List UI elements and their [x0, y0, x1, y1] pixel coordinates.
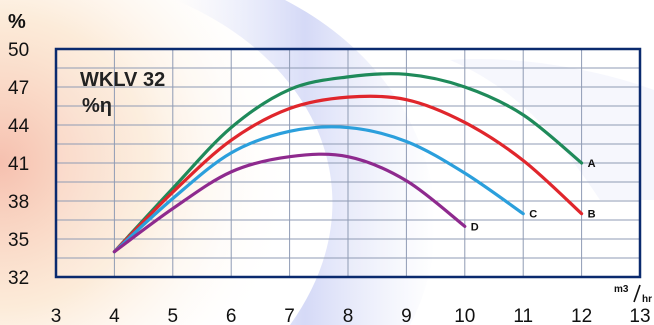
y-tick-label: 41 — [8, 154, 29, 175]
x-unit-numerator: m3 — [614, 284, 629, 295]
x-unit-slash — [633, 284, 641, 303]
x-axis-ticks: 3 4 5 6 7 8 9 10 11 12 13 — [51, 306, 651, 325]
series-label-b: B — [588, 209, 596, 221]
x-tick-label: 10 — [454, 306, 475, 325]
x-tick-label: 13 — [629, 306, 650, 325]
x-axis-unit: m3 hr — [614, 284, 652, 305]
plot-frame — [54, 47, 642, 279]
y-axis-label: % — [8, 11, 26, 33]
series-line-a — [112, 72, 584, 254]
chart-title: WKLV 32 — [80, 69, 165, 91]
series-label-c: C — [529, 209, 537, 221]
x-tick-label: 6 — [226, 306, 237, 325]
y-tick-label: 50 — [8, 40, 29, 61]
series-line-d — [112, 152, 467, 254]
x-tick-label: 3 — [51, 306, 62, 325]
series-label-a: A — [588, 158, 596, 170]
series-line-c — [112, 125, 525, 254]
x-tick-label: 7 — [284, 306, 295, 325]
y-tick-label: 32 — [8, 268, 29, 289]
x-tick-label: 4 — [109, 306, 120, 325]
x-tick-label: 8 — [343, 306, 354, 325]
y-tick-label: 44 — [8, 116, 30, 137]
x-tick-label: 11 — [513, 306, 533, 325]
y-tick-label: 35 — [8, 230, 29, 251]
chart-subtitle: %η — [82, 95, 112, 117]
y-tick-label: 47 — [8, 78, 29, 99]
series-group: A B C D — [112, 72, 596, 254]
series-line-b — [112, 94, 584, 254]
y-tick-label: 38 — [8, 192, 29, 213]
y-axis-ticks: 32 35 38 41 44 47 50 — [8, 40, 30, 289]
x-tick-label: 5 — [168, 306, 179, 325]
x-tick-label: 9 — [401, 306, 412, 325]
series-label-d: D — [471, 221, 479, 233]
x-tick-label: 12 — [571, 306, 592, 325]
x-unit-denominator: hr — [642, 294, 652, 305]
grid — [55, 48, 641, 278]
